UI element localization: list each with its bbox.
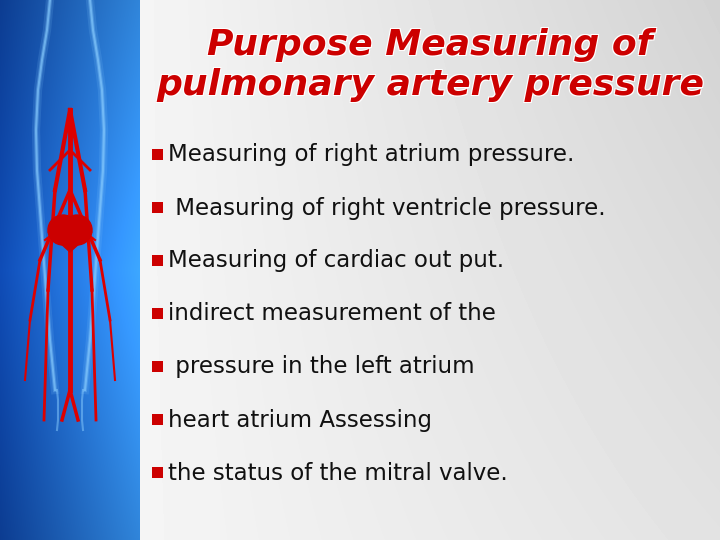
Text: pulmonary artery pressure: pulmonary artery pressure: [157, 67, 705, 101]
Bar: [152, 202, 163, 213]
Text: Measuring of cardiac out put.: Measuring of cardiac out put.: [168, 249, 504, 273]
Text: indirect measurement of the: indirect measurement of the: [168, 302, 496, 326]
Text: Purpose Measuring of: Purpose Measuring of: [206, 29, 652, 63]
Bar: [152, 149, 163, 160]
Text: Measuring of right ventricle pressure.: Measuring of right ventricle pressure.: [168, 197, 606, 219]
Text: Measuring of right atrium pressure.: Measuring of right atrium pressure.: [168, 144, 575, 166]
Bar: [152, 467, 163, 478]
Text: Purpose Measuring of: Purpose Measuring of: [208, 29, 654, 63]
Text: heart atrium Assessing: heart atrium Assessing: [168, 408, 432, 431]
Bar: [0, 0, 140, 540]
Circle shape: [62, 215, 92, 245]
Text: Purpose Measuring of: Purpose Measuring of: [208, 27, 654, 61]
Bar: [152, 255, 163, 266]
Text: Purpose Measuring of: Purpose Measuring of: [207, 28, 653, 62]
Bar: [152, 361, 163, 372]
Circle shape: [48, 215, 78, 245]
Polygon shape: [48, 232, 92, 252]
Bar: [152, 414, 163, 425]
Text: pulmonary artery pressure: pulmonary artery pressure: [156, 68, 704, 102]
Text: the status of the mitral valve.: the status of the mitral valve.: [168, 462, 508, 484]
Text: Purpose Measuring of: Purpose Measuring of: [206, 27, 652, 61]
Text: pulmonary artery pressure: pulmonary artery pressure: [155, 69, 703, 103]
Text: pulmonary artery pressure: pulmonary artery pressure: [157, 69, 705, 103]
Bar: [152, 308, 163, 319]
Bar: [140, 0, 720, 540]
Text: pulmonary artery pressure: pulmonary artery pressure: [155, 67, 703, 101]
Text: pressure in the left atrium: pressure in the left atrium: [168, 355, 474, 379]
